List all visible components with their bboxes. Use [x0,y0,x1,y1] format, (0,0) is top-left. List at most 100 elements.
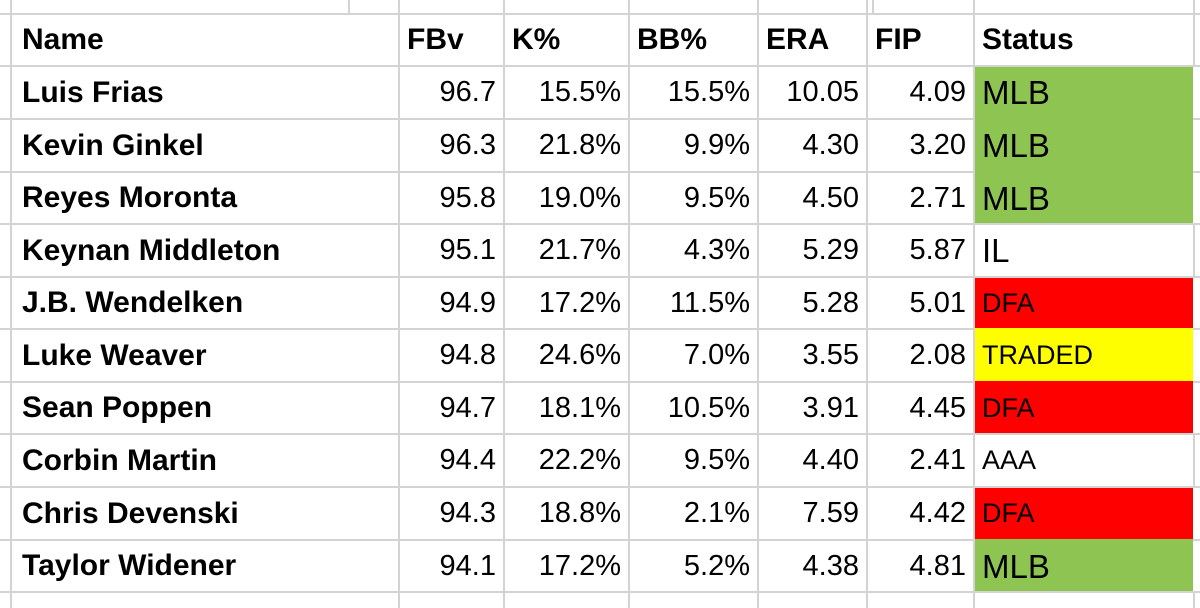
cell-status[interactable]: AAA [982,447,1037,474]
cell-fip[interactable]: 4.45 [909,393,966,423]
cell-fbv[interactable]: 94.7 [439,393,496,423]
cell-status[interactable]: DFA [982,394,1035,422]
cell-bb-pct[interactable]: 15.5% [667,78,750,107]
cell-status[interactable]: MLB [982,549,1050,583]
cell-name[interactable]: Corbin Martin [22,445,217,476]
cell-fip[interactable]: 3.20 [909,131,966,160]
cell-era[interactable]: 7.59 [802,499,859,528]
column-header-fip[interactable]: FIP [875,25,922,55]
cell-status[interactable]: IL [982,234,1010,267]
cell-fbv[interactable]: 94.1 [439,551,496,581]
column-header-era[interactable]: ERA [766,25,830,55]
cell-k-pct[interactable]: 17.2% [538,551,621,581]
cell-era[interactable]: 3.55 [802,341,859,370]
cell-era[interactable]: 5.28 [802,288,859,318]
cell-fip[interactable]: 2.08 [909,341,966,370]
cell-status[interactable]: DFA [982,289,1035,317]
gridline [0,118,1200,120]
header-row: Name FBv K% BB% ERA FIP Status [0,15,1200,65]
gridline [10,0,12,608]
cell-status[interactable]: MLB [982,181,1050,215]
cell-name[interactable]: Taylor Widener [22,551,237,581]
gridline [0,591,1200,593]
cell-era[interactable]: 4.30 [802,131,859,160]
gridline [1193,433,1195,488]
cell-name[interactable]: Luke Weaver [22,340,207,371]
cell-name[interactable]: Luis Frias [22,77,164,108]
cell-fip[interactable]: 2.71 [909,183,966,213]
cell-bb-pct[interactable]: 9.5% [683,183,750,213]
column-header-k-pct[interactable]: K% [512,25,561,55]
table-row: J.B. Wendelken 94.9 17.2% 11.5% 5.28 5.0… [0,278,1200,328]
status-fill-green [975,171,1193,223]
cell-fbv[interactable]: 94.8 [439,341,496,370]
cell-fip[interactable]: 5.87 [909,236,966,265]
gridline [973,0,975,608]
cell-bb-pct[interactable]: 9.9% [683,131,750,160]
cell-fbv[interactable]: 94.4 [439,446,496,475]
cell-bb-pct[interactable]: 11.5% [669,288,750,318]
cell-k-pct[interactable]: 18.1% [538,393,621,423]
table-row: Corbin Martin 94.4 22.2% 9.5% 4.40 2.41 … [0,435,1200,486]
column-header-fbv[interactable]: FBv [407,25,464,55]
cell-name[interactable]: J.B. Wendelken [22,288,244,318]
gridline [872,0,874,15]
cell-k-pct[interactable]: 15.5% [538,78,621,107]
status-fill-yellow [975,328,1193,381]
cell-fbv[interactable]: 95.8 [439,183,496,213]
cell-bb-pct[interactable]: 2.1% [683,499,750,528]
cell-k-pct[interactable]: 24.6% [538,341,621,370]
cell-name[interactable]: Kevin Ginkel [22,130,204,161]
cell-bb-pct[interactable]: 4.3% [683,236,750,265]
cell-k-pct[interactable]: 18.8% [538,499,621,528]
gridline [0,65,1200,67]
cell-status[interactable]: MLB [982,129,1050,162]
gridline [0,13,1200,15]
cell-fip[interactable]: 4.09 [909,78,966,107]
cell-bb-pct[interactable]: 5.2% [683,551,750,581]
cell-fip[interactable]: 5.01 [909,288,966,318]
gridline [1193,0,1195,67]
cell-bb-pct[interactable]: 10.5% [667,393,750,423]
cell-k-pct[interactable]: 21.8% [538,131,621,160]
cell-era[interactable]: 4.50 [802,183,859,213]
cell-status[interactable]: MLB [982,76,1050,109]
cell-era[interactable]: 4.38 [802,551,859,581]
cell-fbv[interactable]: 94.9 [439,288,496,318]
cell-fbv[interactable]: 96.7 [439,78,496,107]
cell-fip[interactable]: 4.42 [909,499,966,528]
cell-k-pct[interactable]: 19.0% [538,183,621,213]
cell-fbv[interactable]: 94.3 [439,499,496,528]
cell-fip[interactable]: 2.41 [909,446,966,475]
cell-era[interactable]: 10.05 [786,78,859,107]
cell-era[interactable]: 3.91 [802,393,859,423]
gridline [0,223,1200,225]
column-header-name[interactable]: Name [22,25,104,55]
cell-name[interactable]: Reyes Moronta [22,183,238,213]
cell-fip[interactable]: 4.81 [909,551,966,581]
gridline [0,539,1200,541]
table-row: Sean Poppen 94.7 18.1% 10.5% 3.91 4.45 D… [0,383,1200,433]
cell-era[interactable]: 4.40 [802,446,859,475]
cell-fbv[interactable]: 95.1 [439,236,496,265]
cell-status[interactable]: DFA [982,500,1035,527]
cell-name[interactable]: Sean Poppen [22,393,213,423]
cell-bb-pct[interactable]: 9.5% [683,446,750,475]
cell-name[interactable]: Chris Devenski [22,498,239,529]
table-row: Luis Frias 96.7 15.5% 15.5% 10.05 4.09 M… [0,67,1200,118]
gridline [757,0,759,608]
cell-k-pct[interactable]: 17.2% [538,288,621,318]
cell-status[interactable]: TRADED [982,342,1094,369]
cell-k-pct[interactable]: 22.2% [538,446,621,475]
column-header-status[interactable]: Status [982,25,1074,55]
cell-bb-pct[interactable]: 7.0% [683,341,750,370]
cell-fbv[interactable]: 96.3 [439,131,496,160]
status-fill-red [975,278,1193,328]
gridline [0,486,1200,488]
gridline [398,0,400,608]
cell-era[interactable]: 5.29 [802,236,859,265]
column-header-bb-pct[interactable]: BB% [637,25,708,55]
status-fill-red [975,381,1193,433]
cell-k-pct[interactable]: 21.7% [538,236,621,265]
cell-name[interactable]: Keynan Middleton [22,235,281,266]
